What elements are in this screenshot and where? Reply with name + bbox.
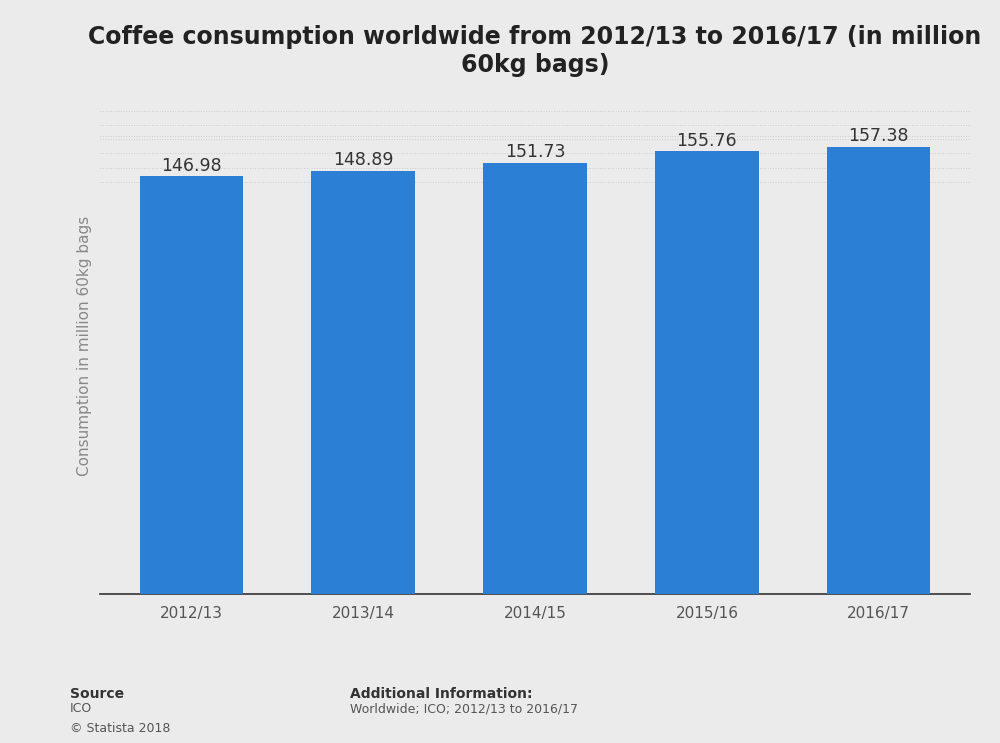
Text: Source: Source: [70, 687, 124, 701]
Text: 148.89: 148.89: [333, 152, 393, 169]
Text: 146.98: 146.98: [161, 157, 221, 175]
Text: 151.73: 151.73: [505, 143, 565, 161]
Bar: [655, 152, 759, 594]
Text: 157.38: 157.38: [849, 127, 909, 146]
Bar: [827, 146, 930, 594]
Text: Worldwide; ICO; 2012/13 to 2016/17: Worldwide; ICO; 2012/13 to 2016/17: [350, 702, 578, 715]
Text: 155.76: 155.76: [677, 132, 737, 150]
Y-axis label: Consumption in million 60kg bags: Consumption in million 60kg bags: [77, 215, 92, 476]
Text: ICO
© Statista 2018: ICO © Statista 2018: [70, 702, 170, 735]
Bar: [311, 171, 415, 594]
Bar: [483, 163, 587, 594]
Bar: [140, 176, 243, 594]
Title: Coffee consumption worldwide from 2012/13 to 2016/17 (in million
60kg bags): Coffee consumption worldwide from 2012/1…: [88, 25, 982, 77]
Text: Additional Information:: Additional Information:: [350, 687, 532, 701]
